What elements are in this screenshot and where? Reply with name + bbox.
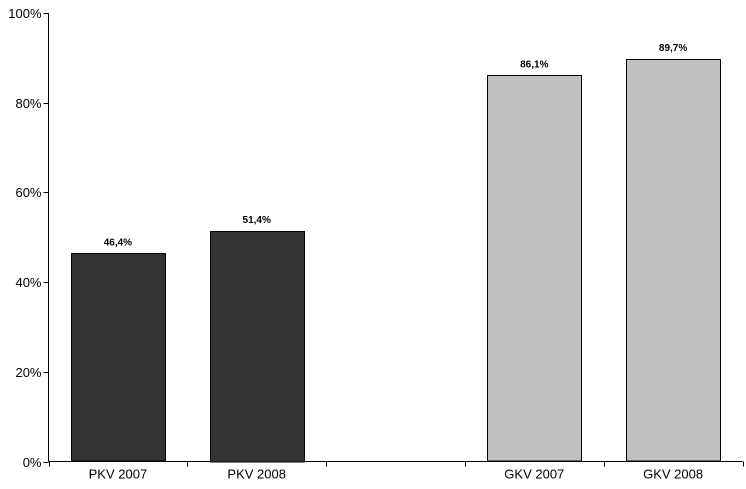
y-tick-label: 100% bbox=[8, 6, 42, 21]
data-label: 46,4% bbox=[104, 237, 132, 248]
y-tick-label: 60% bbox=[15, 185, 41, 200]
x-category-label: PKV 2007 bbox=[89, 467, 148, 482]
y-tick-label: 20% bbox=[15, 365, 41, 380]
y-tick-label: 80% bbox=[15, 96, 41, 111]
bar bbox=[210, 231, 305, 463]
x-category-label: PKV 2008 bbox=[227, 467, 286, 482]
bar bbox=[626, 59, 721, 462]
y-tick-label: 0% bbox=[23, 455, 42, 470]
data-label: 89,7% bbox=[659, 43, 687, 54]
bars bbox=[71, 59, 721, 463]
bar bbox=[71, 253, 166, 462]
x-axis: PKV 2007 PKV 2008 GKV 2007 GKV 2008 bbox=[48, 461, 744, 482]
data-label: 51,4% bbox=[243, 215, 271, 226]
data-label: 86,1% bbox=[520, 59, 548, 70]
y-tick-label: 40% bbox=[15, 275, 41, 290]
x-category-label: GKV 2008 bbox=[643, 467, 703, 482]
x-category-label: GKV 2007 bbox=[504, 467, 564, 482]
bar bbox=[487, 75, 582, 462]
y-axis: 0% 20% 40% 60% 80% 100% bbox=[8, 6, 49, 470]
data-labels: 46,4% 51,4% 86,1% 89,7% bbox=[104, 43, 688, 248]
